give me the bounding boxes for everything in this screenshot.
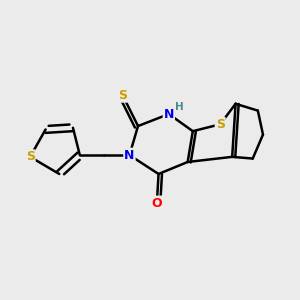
Text: H: H <box>176 101 184 112</box>
Text: S: S <box>118 89 127 102</box>
Text: N: N <box>164 108 174 121</box>
Text: S: S <box>216 118 225 131</box>
Text: S: S <box>26 150 35 163</box>
Text: N: N <box>124 148 135 162</box>
Text: O: O <box>152 196 162 210</box>
